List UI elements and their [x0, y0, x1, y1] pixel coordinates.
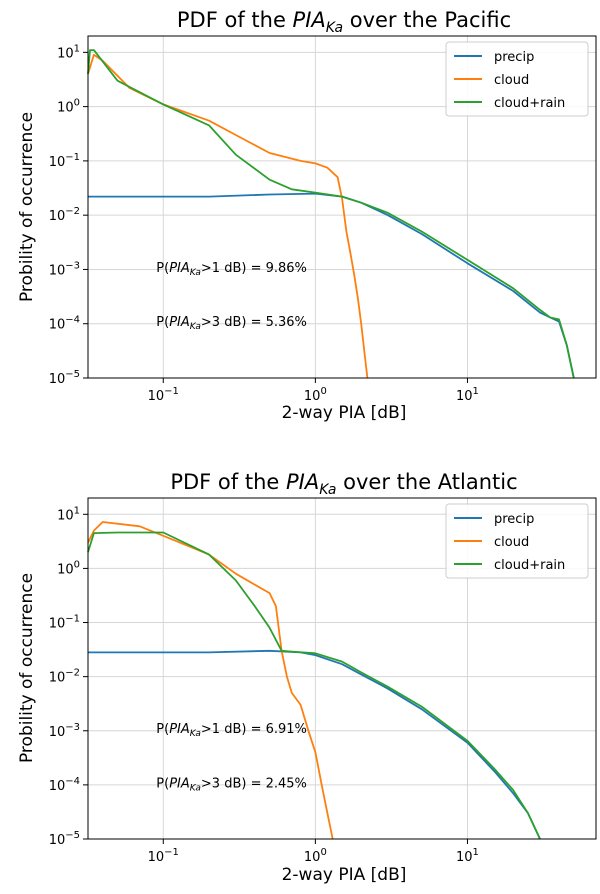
legend-label-cloud-rain: cloud+rain [494, 96, 565, 111]
series-line-cloud [87, 521, 334, 840]
plot-frame [87, 35, 597, 379]
chart-title: PDF of the PIAKa over the Atlantic [170, 470, 517, 498]
series-line-precip [88, 192, 575, 379]
x-ticks: 10−1 100 101 [148, 378, 479, 404]
legend: precip cloud cloud+rain [445, 41, 589, 117]
plot-frame [87, 497, 597, 840]
legend-label-precip: precip [494, 512, 534, 527]
y-tick-label: 101 [57, 505, 80, 523]
y-tick-label: 10−2 [49, 206, 80, 224]
annotation-pia-3db: P(PIAKa>3 dB) = 5.36% [156, 315, 307, 332]
chart-pacific: PDF of the PIAKa over the Pacific 10−1 10… [17, 8, 597, 423]
series-layer [87, 521, 541, 840]
x-tick-label: 101 [456, 847, 479, 865]
y-tick-label: 10−5 [49, 830, 80, 848]
legend-box [445, 503, 589, 579]
y-tick-label: 10−1 [49, 614, 80, 632]
legend-box [445, 41, 589, 117]
y-tick-label: 10−5 [49, 369, 80, 387]
x-tick-label: 100 [304, 847, 327, 865]
legend-label-precip: precip [494, 50, 534, 65]
y-tick-label: 100 [57, 559, 80, 577]
x-axis-label: 2-way PIA [dB] [282, 403, 407, 423]
y-tick-label: 100 [57, 98, 80, 116]
y-tick-label: 10−1 [49, 152, 80, 170]
x-tick-label: 10−1 [148, 847, 179, 865]
x-tick-label: 101 [456, 386, 479, 404]
x-axis-label: 2-way PIA [dB] [282, 865, 407, 885]
series-layer [87, 49, 575, 379]
annotation-pia-3db: P(PIAKa>3 dB) = 2.45% [156, 776, 307, 793]
y-axis-label: Probility of occurrence [17, 112, 37, 302]
y-tick-label: 101 [57, 43, 80, 61]
chart-title: PDF of the PIAKa over the Pacific [177, 8, 511, 36]
legend-label-cloud-rain: cloud+rain [494, 558, 565, 573]
y-ticks: 10−5 10−4 10−3 10−2 10−1 100 101 [49, 43, 88, 387]
annotation-pia-1db: P(PIAKa>1 dB) = 9.86% [156, 261, 307, 278]
y-axis-label: Probility of occurrence [17, 573, 37, 763]
y-tick-label: 10−3 [49, 260, 80, 278]
y-tick-label: 10−3 [49, 722, 80, 740]
series-line-cloud-rain [87, 49, 575, 379]
y-tick-label: 10−2 [49, 668, 80, 686]
x-ticks: 10−1 100 101 [148, 839, 479, 865]
y-ticks: 10−5 10−4 10−3 10−2 10−1 100 101 [49, 505, 88, 848]
chart-atlantic: PDF of the PIAKa over the Atlantic 10−1 1… [17, 470, 597, 885]
x-tick-label: 100 [304, 386, 327, 404]
series-line-precip [88, 649, 541, 840]
x-tick-label: 10−1 [148, 386, 179, 404]
series-line-cloud-rain [87, 531, 541, 840]
y-tick-label: 10−4 [49, 315, 80, 333]
legend-label-cloud: cloud [494, 73, 529, 88]
y-tick-label: 10−4 [49, 776, 80, 794]
legend-label-cloud: cloud [494, 535, 529, 550]
annotation-pia-1db: P(PIAKa>1 dB) = 6.91% [156, 722, 307, 739]
legend: precip cloud cloud+rain [445, 503, 589, 579]
